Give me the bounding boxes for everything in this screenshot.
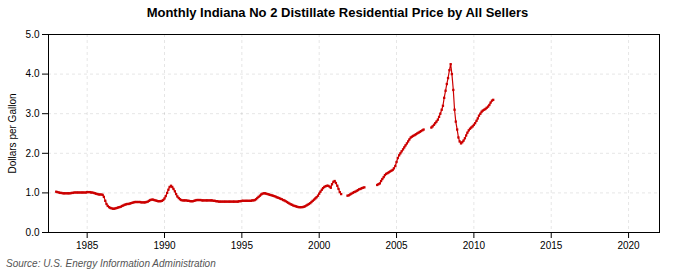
- svg-text:2.0: 2.0: [26, 148, 40, 159]
- svg-text:1985: 1985: [76, 240, 99, 251]
- svg-text:0.0: 0.0: [26, 227, 40, 238]
- svg-text:4.0: 4.0: [26, 68, 40, 79]
- svg-text:2000: 2000: [308, 240, 331, 251]
- svg-text:1.0: 1.0: [26, 187, 40, 198]
- svg-text:2020: 2020: [617, 240, 640, 251]
- svg-text:5.0: 5.0: [26, 29, 40, 40]
- svg-text:2010: 2010: [463, 240, 486, 251]
- html-text:Source: U.S. Energy Informatio: Source: U.S. Energy Information Administ…: [6, 258, 216, 269]
- svg-text:1995: 1995: [231, 240, 254, 251]
- html-text:Monthly Indiana No 2 Distillat: Monthly Indiana No 2 Distillate Resident…: [146, 5, 529, 20]
- svg-text:3.0: 3.0: [26, 108, 40, 119]
- svg-text:1990: 1990: [153, 240, 176, 251]
- svg-text:Dollars per Gallon: Dollars per Gallon: [7, 93, 18, 173]
- svg-text:2005: 2005: [385, 240, 408, 251]
- svg-text:2015: 2015: [540, 240, 563, 251]
